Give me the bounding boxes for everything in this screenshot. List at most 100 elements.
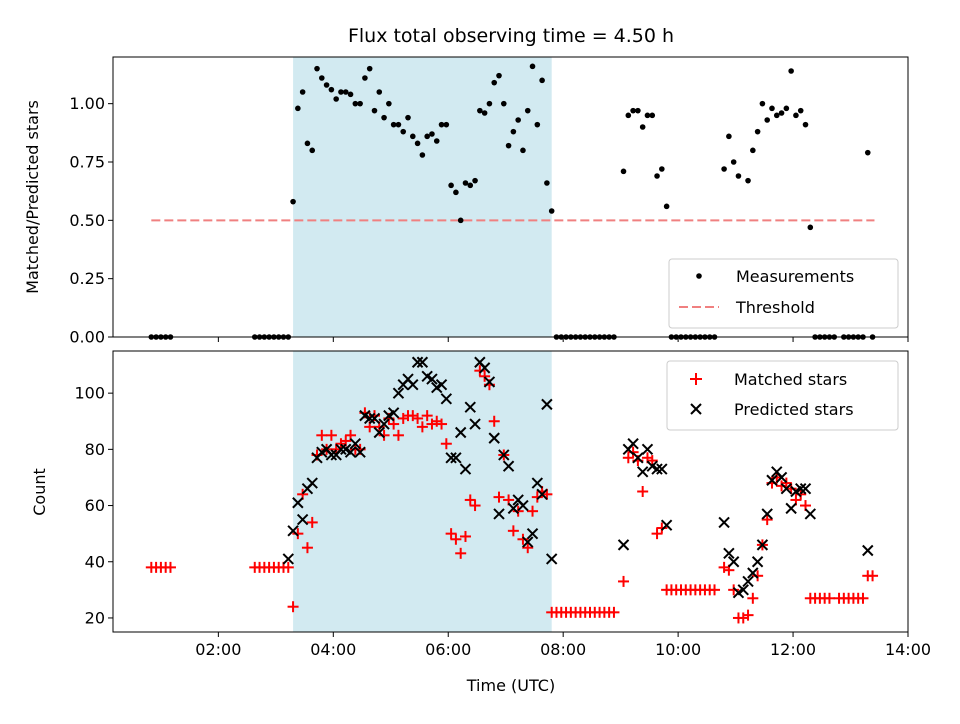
predicted-point bbox=[531, 477, 544, 489]
data-point bbox=[500, 100, 507, 107]
predicted-point bbox=[541, 398, 553, 411]
data-point bbox=[481, 110, 488, 116]
predicted-point bbox=[287, 525, 299, 537]
predicted-point bbox=[349, 438, 362, 450]
bottom-panel-shade bbox=[293, 351, 552, 632]
data-point bbox=[467, 182, 474, 189]
predicted-point bbox=[296, 513, 309, 526]
data-point bbox=[644, 112, 651, 119]
y-tick-label: 20 bbox=[85, 608, 105, 627]
data-point bbox=[754, 128, 761, 135]
y-tick-label: 0.25 bbox=[69, 269, 105, 288]
y-tick-label: 0.75 bbox=[69, 153, 105, 172]
predicted-point bbox=[727, 556, 740, 568]
top-panel-shade bbox=[293, 57, 552, 337]
predicted-point bbox=[636, 466, 649, 478]
data-point bbox=[338, 89, 344, 95]
bottom-panel-xticks: 02:00 04:00 06:00 08:00 10:00 12:00 14:00 bbox=[195, 632, 931, 659]
legend-predicted-label: Predicted stars bbox=[734, 400, 854, 419]
data-point bbox=[797, 107, 804, 114]
predicted-point bbox=[335, 443, 347, 456]
data-point bbox=[520, 147, 526, 154]
data-point bbox=[472, 177, 478, 184]
matched-point bbox=[627, 446, 639, 458]
top-panel-yticks: 0.00 0.25 0.50 0.75 1.00 bbox=[69, 94, 113, 347]
data-point bbox=[783, 105, 790, 112]
data-point bbox=[371, 107, 378, 114]
matched-point bbox=[747, 592, 759, 604]
predicted-point bbox=[387, 407, 400, 419]
data-point bbox=[807, 224, 814, 231]
predicted-point bbox=[545, 553, 558, 565]
data-point bbox=[735, 173, 742, 179]
predicted-point bbox=[536, 488, 548, 501]
x-tick-label: 06:00 bbox=[425, 640, 471, 659]
x-tick-label: 12:00 bbox=[770, 640, 816, 659]
predicted-point bbox=[656, 463, 668, 475]
data-point bbox=[539, 77, 545, 84]
predicted-point bbox=[435, 379, 448, 391]
matched-point bbox=[378, 429, 390, 441]
data-point bbox=[342, 89, 349, 95]
data-point bbox=[376, 89, 383, 95]
data-point bbox=[433, 138, 440, 144]
data-point bbox=[496, 72, 502, 79]
x-tick-label: 10:00 bbox=[655, 640, 701, 659]
predicted-point bbox=[627, 438, 639, 450]
data-point bbox=[381, 114, 387, 121]
matched-point bbox=[709, 584, 721, 596]
predicted-point bbox=[766, 474, 778, 486]
matched-point bbox=[608, 606, 620, 618]
data-point bbox=[639, 124, 646, 130]
predicted-point bbox=[493, 508, 505, 520]
matched-point bbox=[867, 570, 879, 582]
y-tick-label: 60 bbox=[85, 496, 105, 515]
matched-point bbox=[421, 410, 433, 422]
matched-point bbox=[440, 438, 452, 450]
data-point bbox=[304, 140, 311, 147]
data-point bbox=[750, 147, 756, 154]
data-point bbox=[635, 107, 641, 114]
data-point bbox=[462, 180, 469, 186]
matched-point bbox=[742, 609, 754, 621]
x-tick-label: 14:00 bbox=[885, 640, 931, 659]
data-point bbox=[620, 168, 627, 175]
matched-point bbox=[474, 365, 486, 377]
data-point bbox=[424, 133, 430, 140]
chart-title: Flux total observing time = 4.50 h bbox=[348, 25, 674, 47]
matched-point bbox=[450, 533, 462, 545]
data-point bbox=[778, 110, 785, 116]
matched-point bbox=[392, 429, 404, 441]
data-point bbox=[515, 117, 521, 123]
predicted-point bbox=[641, 443, 654, 456]
matched-point bbox=[282, 561, 294, 573]
bottom-legend-box bbox=[666, 360, 899, 431]
legend-predicted-marker bbox=[690, 403, 702, 415]
data-point bbox=[290, 198, 296, 205]
predicted-point bbox=[282, 553, 294, 565]
data-point bbox=[663, 203, 670, 210]
predicted-point bbox=[378, 418, 390, 430]
data-point bbox=[548, 208, 555, 214]
matched-point bbox=[857, 592, 869, 604]
matched-point bbox=[823, 592, 835, 604]
data-point bbox=[453, 189, 459, 196]
top-panel-legend: Measurements Threshold bbox=[668, 258, 899, 329]
matched-point bbox=[316, 429, 328, 441]
data-point bbox=[323, 82, 330, 88]
data-point bbox=[405, 114, 411, 121]
bottom-panel-legend: Matched stars Predicted stars bbox=[666, 360, 899, 431]
data-point bbox=[319, 75, 325, 81]
predicted-point bbox=[507, 502, 520, 515]
predicted-point bbox=[718, 516, 730, 529]
predicted-point bbox=[502, 460, 515, 472]
predicted-point bbox=[354, 446, 366, 458]
predicted-point bbox=[737, 584, 749, 596]
legend-measurements-marker bbox=[696, 273, 702, 279]
matched-point bbox=[445, 528, 457, 540]
x-axis-label: Time (UTC) bbox=[466, 676, 555, 695]
predicted-point bbox=[392, 387, 405, 399]
data-point bbox=[726, 133, 732, 140]
data-point bbox=[524, 107, 531, 114]
data-point bbox=[357, 100, 363, 107]
